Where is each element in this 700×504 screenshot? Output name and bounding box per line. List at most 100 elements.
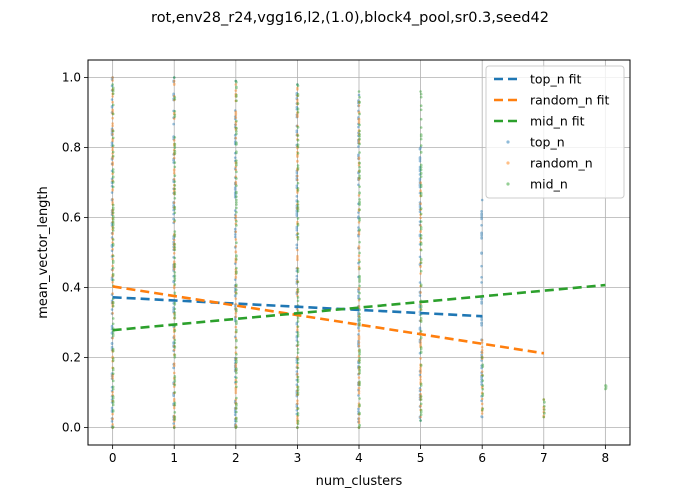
y-axis-ticks: 0.00.20.40.60.81.0 [62, 71, 88, 435]
scatter-point [419, 319, 423, 322]
scatter-point [295, 392, 299, 395]
y-tick-label: 0.8 [62, 141, 81, 155]
scatter-point [357, 245, 361, 248]
scatter-point [235, 127, 238, 130]
scatter-point [173, 277, 177, 280]
scatter-point [172, 80, 175, 84]
scatter-point [419, 134, 423, 138]
scatter-point [357, 426, 361, 429]
scatter-point [110, 198, 114, 202]
scatter-point [233, 123, 237, 126]
scatter-point [357, 131, 360, 135]
scatter-point [357, 383, 360, 386]
scatter-point [111, 181, 115, 184]
scatter-point [111, 222, 115, 226]
scatter-point [110, 276, 114, 280]
scatter-point [235, 241, 238, 245]
scatter-point [110, 245, 114, 248]
scatter-point [480, 341, 484, 344]
scatter-point [358, 321, 361, 325]
scatter-point [111, 359, 115, 362]
scatter-point [173, 187, 177, 191]
scatter-point [419, 185, 423, 189]
scatter-point [110, 301, 114, 305]
scatter-point [419, 230, 422, 234]
scatter-point [110, 243, 114, 247]
scatter-point [234, 312, 238, 315]
scatter-point [358, 284, 361, 288]
scatter-point [357, 134, 360, 138]
scatter-point [480, 408, 484, 412]
scatter-point [358, 201, 361, 204]
scatter-point [357, 171, 360, 174]
scatter-point [172, 262, 176, 265]
scatter-point [172, 261, 176, 265]
scatter-point [357, 413, 361, 416]
scatter-point [357, 366, 361, 369]
scatter-point [358, 169, 361, 172]
scatter-point [234, 181, 238, 185]
scatter-point [235, 402, 238, 406]
scatter-point [296, 222, 299, 226]
scatter-point [480, 210, 483, 213]
scatter-point [234, 315, 238, 318]
scatter-point [234, 259, 238, 262]
scatter-point [173, 211, 177, 215]
scatter-point [234, 215, 238, 219]
scatter-point [110, 143, 114, 147]
scatter-point [235, 380, 238, 384]
scatter-point [233, 186, 237, 189]
scatter-point [296, 340, 300, 344]
scatter-point [357, 221, 361, 224]
scatter-point [357, 104, 360, 108]
scatter-point [296, 280, 299, 284]
scatter-point [357, 372, 361, 376]
scatter-point [235, 130, 238, 133]
scatter-point [172, 424, 176, 428]
scatter-point [357, 381, 361, 384]
scatter-point [172, 112, 176, 116]
scatter-point [357, 90, 361, 93]
scatter-point [419, 90, 422, 93]
scatter-point [419, 126, 423, 129]
scatter-point [235, 219, 238, 223]
scatter-point [235, 266, 238, 270]
scatter-point [234, 365, 238, 369]
scatter-point [173, 307, 177, 311]
scatter-point [111, 112, 114, 116]
scatter-point [172, 248, 176, 251]
scatter-point [111, 379, 115, 383]
scatter-point [357, 313, 360, 317]
scatter-point [481, 393, 485, 397]
scatter-point [480, 216, 483, 219]
scatter-point [480, 214, 483, 218]
scatter-point [235, 404, 238, 407]
scatter-point [172, 235, 175, 238]
scatter-point [357, 405, 361, 408]
scatter-point [235, 119, 238, 123]
scatter-point [111, 203, 115, 207]
scatter-point [111, 266, 115, 270]
scatter-point [173, 144, 177, 148]
scatter-point [418, 338, 422, 342]
scatter-point [111, 163, 114, 167]
scatter-point [110, 89, 114, 92]
scatter-point [233, 109, 237, 112]
scatter-point [358, 217, 361, 220]
scatter-point [357, 412, 360, 416]
scatter-point [480, 375, 483, 379]
scatter-point [110, 98, 114, 101]
scatter-point [419, 343, 422, 347]
scatter-point [418, 169, 422, 173]
scatter-point [110, 221, 114, 225]
scatter-point [418, 182, 422, 186]
scatter-point [358, 412, 361, 416]
scatter-point [419, 384, 423, 387]
scatter-point [172, 269, 175, 272]
scatter-point [172, 242, 175, 246]
scatter-point [296, 134, 299, 137]
scatter-point [111, 254, 115, 258]
scatter-point [357, 419, 361, 423]
scatter-point [233, 187, 237, 191]
scatter-point [233, 140, 237, 144]
